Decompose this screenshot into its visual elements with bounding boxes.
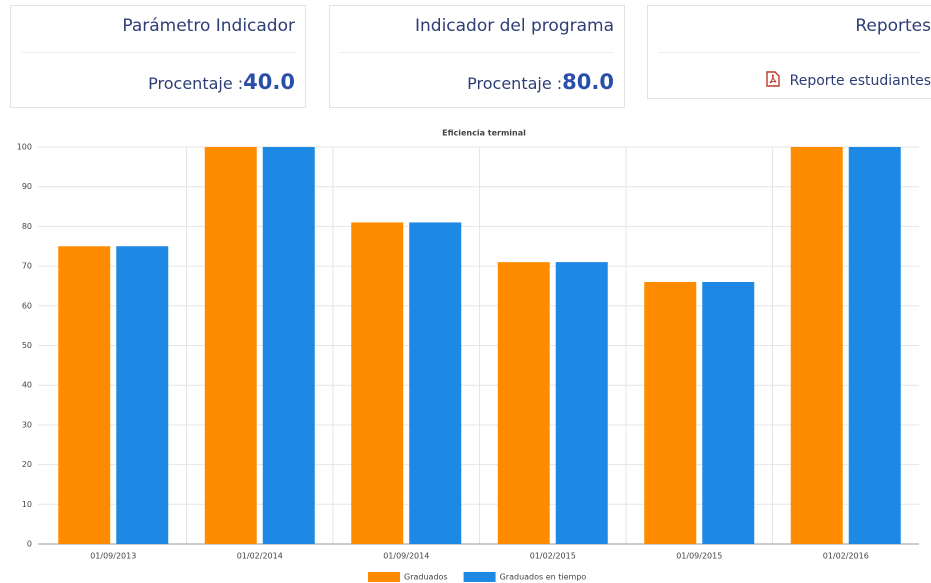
legend-swatch xyxy=(463,572,496,582)
divider xyxy=(21,52,295,53)
legend-label: Graduados xyxy=(404,573,448,582)
bar xyxy=(58,246,111,544)
y-tick-label: 20 xyxy=(22,460,32,469)
y-tick-label: 90 xyxy=(22,182,32,191)
bar xyxy=(702,281,755,544)
y-tick-label: 100 xyxy=(17,143,32,152)
bar xyxy=(351,222,404,544)
bar xyxy=(497,262,550,544)
x-tick-label: 01/09/2014 xyxy=(383,552,429,561)
card: Parámetro Indicador Procentaje :40.0 xyxy=(10,5,306,108)
bar xyxy=(409,222,462,544)
y-tick-label: 40 xyxy=(22,381,32,390)
pdf-icon xyxy=(765,71,780,87)
card-label: Procentaje : xyxy=(467,74,563,93)
x-tick-label: 01/09/2015 xyxy=(676,552,722,561)
card-value: 80.0 xyxy=(562,70,614,94)
y-tick-label: 0 xyxy=(27,540,32,549)
y-tick-label: 60 xyxy=(22,301,32,310)
card-title: Reportes xyxy=(855,16,931,36)
divider xyxy=(658,52,921,53)
card-body: Procentaje :40.0 xyxy=(148,70,295,94)
report-link[interactable]: Reporte estudiantes xyxy=(765,71,931,89)
card-body: Procentaje :80.0 xyxy=(467,70,614,94)
chart-title: Eficiencia terminal xyxy=(442,129,526,138)
bar xyxy=(555,262,608,544)
legend-swatch xyxy=(368,572,400,582)
y-tick-label: 30 xyxy=(22,420,32,429)
report-link-text[interactable]: Reporte estudiantes xyxy=(789,73,931,89)
bar xyxy=(644,281,697,544)
bar xyxy=(262,147,315,544)
card-label: Procentaje : xyxy=(148,74,244,93)
card: Indicador del programa Procentaje :80.0 xyxy=(329,5,625,108)
x-tick-label: 01/02/2015 xyxy=(530,552,576,561)
card-value: 40.0 xyxy=(243,70,295,94)
legend-label: Graduados en tiempo xyxy=(500,573,587,582)
bar xyxy=(848,147,901,544)
y-tick-label: 70 xyxy=(22,262,32,271)
bar xyxy=(116,246,169,544)
y-tick-label: 10 xyxy=(22,500,32,509)
x-tick-label: 01/02/2016 xyxy=(823,552,869,561)
y-tick-label: 80 xyxy=(22,222,32,231)
card-title: Indicador del programa xyxy=(414,16,614,36)
y-tick-label: 50 xyxy=(22,341,32,350)
divider xyxy=(340,52,614,53)
x-tick-label: 01/09/2013 xyxy=(90,552,136,561)
bar xyxy=(790,147,843,544)
card-title: Parámetro Indicador xyxy=(122,16,295,36)
x-tick-label: 01/02/2014 xyxy=(237,552,283,561)
bar xyxy=(204,147,257,544)
card: Reportes Reporte estudiantes xyxy=(647,5,931,99)
